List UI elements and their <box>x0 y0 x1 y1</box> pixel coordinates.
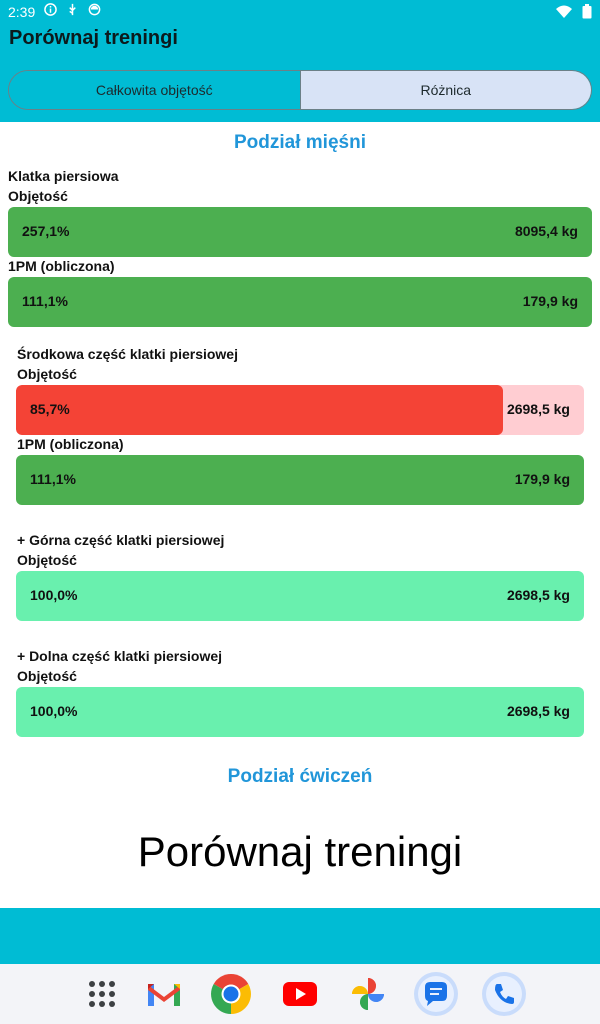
muscle-group-name[interactable]: + Dolna część klatki piersiowej <box>17 648 223 664</box>
launcher-dock <box>0 964 600 1024</box>
wifi-icon <box>556 5 572 18</box>
youtube-icon[interactable] <box>277 971 323 1017</box>
volume-percent: 257,1% <box>22 223 70 239</box>
one-rep-max-bar: 111,1% 179,9 kg <box>16 455 584 505</box>
volume-bar: 100,0% 2698,5 kg <box>16 571 584 621</box>
status-bar: 2:39 <box>0 0 600 26</box>
volume-value: 2698,5 kg <box>506 587 570 603</box>
volume-percent: 85,7% <box>30 401 70 417</box>
volume-bar: 100,0% 2698,5 kg <box>16 687 584 737</box>
volume-bar: 257,1% 8095,4 kg <box>8 207 592 257</box>
volume-label: Objętość <box>17 668 77 684</box>
volume-label: Objętość <box>8 188 68 204</box>
one-rep-max-bar: 111,1% 179,9 kg <box>8 277 592 327</box>
one-rep-max-percent: 111,1% <box>22 293 68 309</box>
one-rep-max-label: 1PM (obliczona) <box>17 436 124 452</box>
comparison-content: Podział mięśni Klatka piersiowa Objętość… <box>0 122 600 908</box>
one-rep-max-value: 179,9 kg <box>514 471 570 487</box>
volume-label: Objętość <box>17 552 77 568</box>
volume-label: Objętość <box>17 366 77 382</box>
phone-icon[interactable] <box>481 971 527 1017</box>
sync-icon <box>88 3 101 16</box>
view-toggle: Całkowita objętość Różnica <box>8 70 592 110</box>
photos-icon[interactable] <box>345 971 391 1017</box>
volume-bar-fill <box>16 385 503 435</box>
info-icon <box>44 3 57 16</box>
muscle-group-name[interactable]: + Górna część klatki piersiowej <box>17 532 225 548</box>
volume-bar: 85,7% 2698,5 kg <box>16 385 584 435</box>
volume-percent: 100,0% <box>30 587 78 603</box>
muscle-group-name: Środkowa część klatki piersiowej <box>17 346 238 362</box>
tab-difference[interactable]: Różnica <box>300 71 591 109</box>
volume-percent: 100,0% <box>30 703 78 719</box>
one-rep-max-percent: 111,1% <box>30 471 76 487</box>
volume-value: 2698,5 kg <box>506 401 570 417</box>
one-rep-max-label: 1PM (obliczona) <box>8 258 115 274</box>
bottom-band <box>0 908 600 964</box>
volume-value: 8095,4 kg <box>514 223 578 239</box>
page-title: Porównaj treningi <box>9 27 178 49</box>
battery-icon <box>582 4 592 19</box>
placeholder-title: Porównaj treningi <box>137 828 463 875</box>
messages-icon[interactable] <box>413 971 459 1017</box>
status-time: 2:39 <box>8 4 36 20</box>
app-drawer-icon[interactable] <box>79 971 125 1017</box>
muscle-group-name: Klatka piersiowa <box>8 168 119 184</box>
chrome-icon[interactable] <box>208 971 254 1017</box>
volume-value: 2698,5 kg <box>506 703 570 719</box>
app-bar: 2:39 Porównaj treningi Całkowita objętoś… <box>0 0 600 122</box>
gmail-icon[interactable] <box>141 971 187 1017</box>
muscle-breakdown-title: Podział mięśni <box>234 132 366 153</box>
one-rep-max-value: 179,9 kg <box>522 293 578 309</box>
usb-icon <box>69 3 76 16</box>
exercise-breakdown-title: Podział ćwiczeń <box>227 766 373 787</box>
tab-total-volume[interactable]: Całkowita objętość <box>9 71 301 109</box>
